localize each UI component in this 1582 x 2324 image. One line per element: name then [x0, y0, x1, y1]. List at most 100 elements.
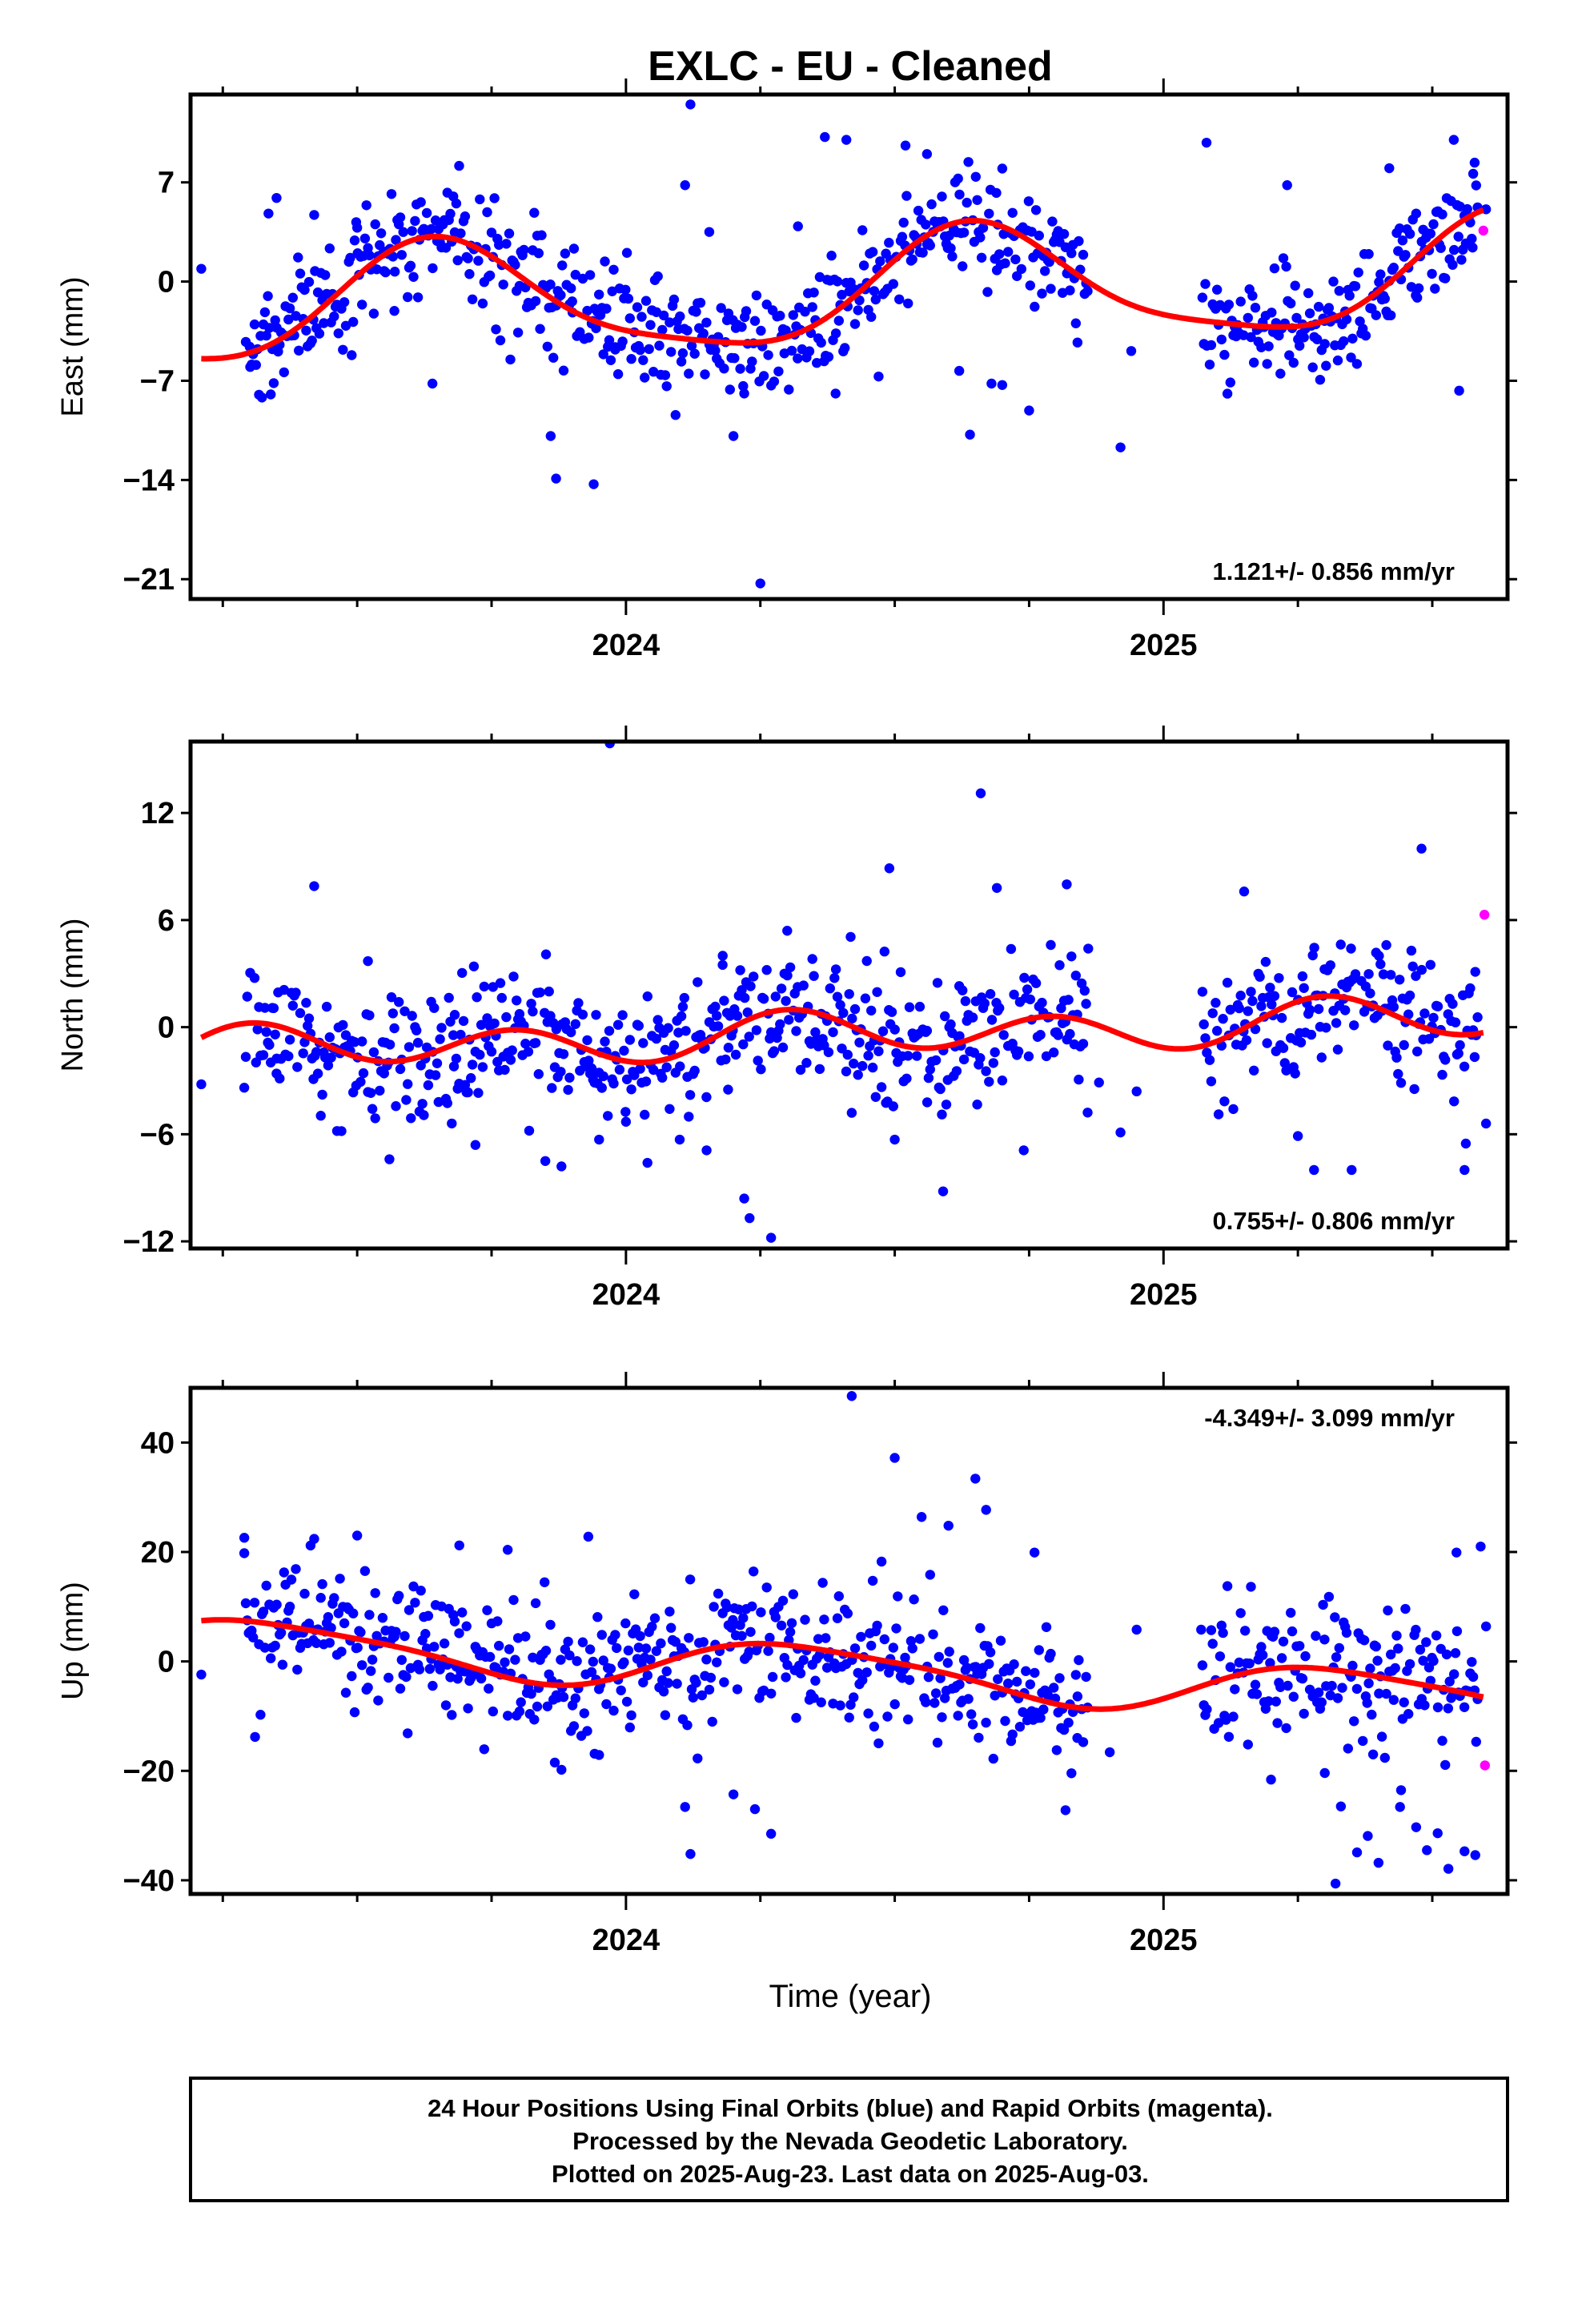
y-tick-label: 6: [158, 904, 175, 938]
final-point: [1388, 1695, 1399, 1705]
final-point: [1066, 951, 1077, 962]
final-point: [387, 1008, 398, 1019]
final-point: [1046, 283, 1056, 294]
final-point: [502, 1545, 513, 1555]
final-point: [556, 1161, 567, 1172]
final-point: [303, 1020, 313, 1031]
final-point: [496, 992, 507, 1003]
final-point: [284, 303, 295, 314]
final-point: [400, 1630, 410, 1642]
final-point: [1428, 1012, 1439, 1023]
final-point: [978, 223, 989, 233]
final-point: [1212, 284, 1223, 295]
final-point: [1450, 1017, 1461, 1027]
final-point: [468, 961, 480, 972]
final-point: [1034, 1645, 1045, 1655]
final-point: [782, 1659, 793, 1671]
final-point: [879, 1634, 890, 1645]
final-point: [1407, 961, 1418, 972]
final-point: [535, 324, 545, 334]
final-point: [335, 1574, 345, 1584]
final-point: [693, 977, 703, 987]
final-point: [820, 131, 830, 143]
final-point: [814, 1063, 825, 1075]
final-point: [749, 316, 761, 326]
final-point: [1030, 205, 1042, 215]
final-point: [477, 1062, 488, 1072]
final-point: [1353, 267, 1363, 278]
final-point: [1363, 1678, 1374, 1689]
final-point: [935, 1673, 946, 1683]
final-point: [498, 279, 508, 290]
final-point: [620, 1107, 631, 1117]
final-point: [355, 1627, 366, 1638]
final-point: [1373, 1857, 1384, 1868]
final-point: [775, 1019, 785, 1030]
final-point: [1247, 995, 1258, 1007]
final-point: [368, 308, 379, 319]
final-point: [251, 360, 261, 370]
final-point: [298, 1048, 308, 1059]
final-point: [801, 1058, 812, 1068]
final-point: [674, 1134, 685, 1145]
final-point: [594, 1750, 604, 1760]
rate-label: 0.755+/- 0.806 mm/yr: [1213, 1207, 1455, 1235]
final-point: [1404, 1659, 1415, 1670]
final-point: [669, 294, 680, 305]
final-point: [638, 355, 648, 365]
final-point: [384, 1154, 395, 1164]
final-point: [817, 1578, 828, 1588]
final-point: [370, 1588, 380, 1598]
final-point: [271, 1068, 282, 1079]
final-point: [998, 1030, 1009, 1040]
final-point: [1287, 987, 1298, 998]
final-point: [751, 290, 762, 301]
final-point: [547, 1083, 557, 1093]
final-point: [866, 1005, 877, 1016]
final-point: [626, 1084, 636, 1095]
final-point: [403, 1079, 413, 1089]
final-point: [737, 1630, 747, 1641]
final-point: [679, 992, 689, 1003]
final-point: [1246, 987, 1256, 997]
final-point: [765, 1632, 775, 1643]
final-point: [1038, 1704, 1049, 1715]
y-tick-label: 0: [158, 1011, 175, 1045]
final-point: [416, 197, 426, 207]
final-point: [900, 1652, 910, 1663]
final-point: [755, 578, 765, 589]
y-axis-label: East (mm): [56, 276, 90, 416]
final-point: [370, 1113, 380, 1124]
final-point: [946, 243, 956, 254]
final-point: [421, 207, 432, 219]
final-point: [888, 279, 899, 289]
final-point: [463, 1087, 473, 1098]
final-point: [991, 265, 1002, 275]
y-tick-label: 7: [158, 167, 175, 200]
final-point: [1421, 1637, 1431, 1647]
final-point: [1309, 943, 1319, 953]
final-point: [311, 1047, 322, 1057]
final-point: [454, 1540, 464, 1550]
final-point: [1197, 987, 1208, 997]
final-point: [1204, 360, 1215, 370]
final-point: [494, 239, 504, 250]
final-point: [417, 1099, 428, 1109]
final-point: [239, 1083, 250, 1093]
final-point: [926, 199, 937, 210]
final-point: [990, 1047, 1000, 1058]
final-point: [448, 1061, 460, 1072]
final-point: [781, 1672, 791, 1683]
final-point: [745, 981, 756, 991]
final-point: [844, 1712, 854, 1723]
final-point: [732, 1684, 743, 1695]
final-point: [1472, 1012, 1483, 1023]
final-point: [914, 1001, 926, 1012]
final-point: [901, 1073, 912, 1084]
final-point: [503, 1711, 513, 1721]
final-point: [632, 302, 643, 312]
final-point: [684, 1633, 694, 1643]
final-point: [1341, 314, 1352, 324]
final-point: [940, 1693, 950, 1703]
final-point: [377, 1613, 388, 1623]
